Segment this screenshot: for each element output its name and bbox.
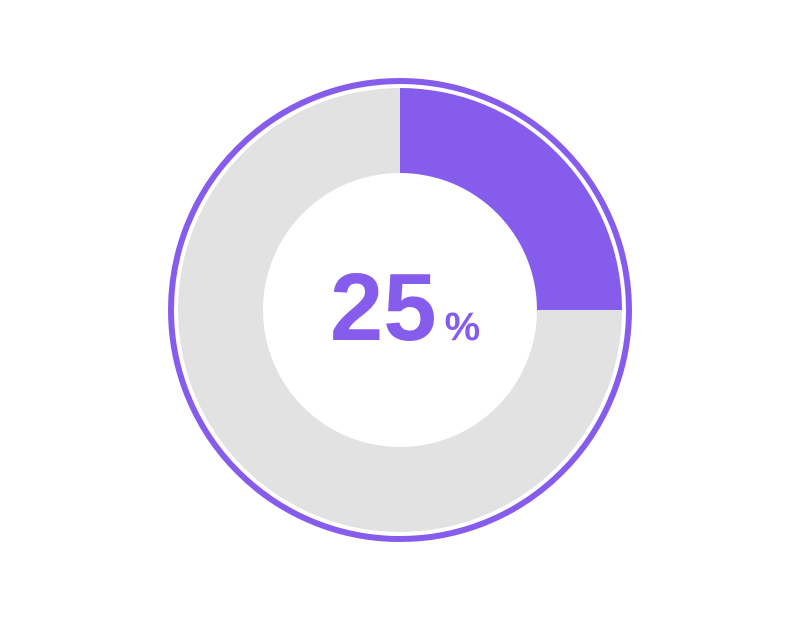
center-unit: %: [445, 305, 481, 349]
value-arc: [400, 88, 622, 310]
center-value: 25: [330, 254, 437, 361]
outer-ring: [168, 78, 632, 542]
donut: [168, 78, 632, 542]
center-label: 25%: [330, 254, 480, 361]
